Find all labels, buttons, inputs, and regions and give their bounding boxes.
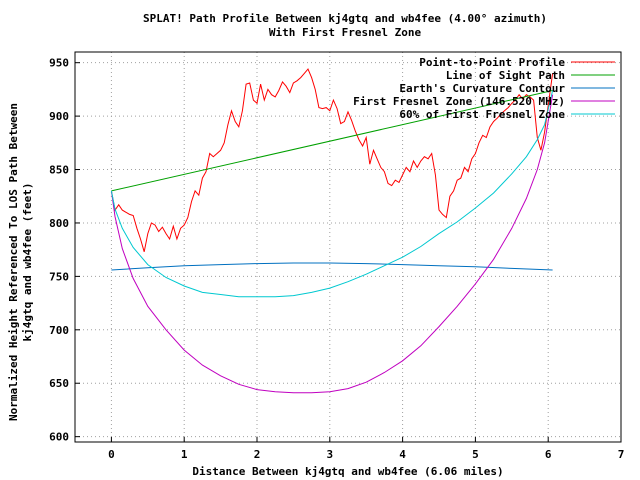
- y-tick-label: 850: [49, 164, 69, 177]
- legend-label: First Fresnel Zone (146.520 MHz): [353, 95, 565, 108]
- y-tick-label: 700: [49, 324, 69, 337]
- x-tick-label: 4: [399, 448, 406, 461]
- y-tick-label: 950: [49, 57, 69, 70]
- y-tick-label: 600: [49, 431, 69, 444]
- legend-label: Line of Sight Path: [446, 69, 565, 82]
- legend-label: Earth's Curvature Contour: [399, 82, 565, 95]
- x-tick-label: 1: [181, 448, 188, 461]
- x-axis-label: Distance Between kj4gtq and wb4fee (6.06…: [192, 465, 503, 478]
- y-tick-label: 650: [49, 377, 69, 390]
- chart-subtitle: With First Fresnel Zone: [269, 26, 422, 39]
- legend-label: Point-to-Point Profile: [419, 56, 565, 69]
- y-tick-label: 800: [49, 217, 69, 230]
- series-line-60-of-first-fresnel-zone: [110, 90, 554, 298]
- series-line-line-of-sight-path: [111, 90, 553, 192]
- legend-label: 60% of First Fresnel Zone: [399, 108, 565, 121]
- series-line-earth-s-curvature-contour: [111, 262, 553, 271]
- x-tick-label: 6: [545, 448, 552, 461]
- x-axis-ticks: 0 1 2 3 4 5 6 7: [108, 437, 624, 461]
- y-axis-label-line2: kj4gtq and wb4fee (feet): [21, 183, 34, 342]
- series-line-point-to-point-profile: [110, 68, 554, 252]
- y-axis-ticks: 600 650 700 750 800 850 900 950: [49, 57, 80, 444]
- x-tick-label: 2: [254, 448, 261, 461]
- x-tick-label: 0: [108, 448, 115, 461]
- series-line-first-fresnel-zone-146-520-mhz: [110, 94, 554, 394]
- x-tick-label: 7: [618, 448, 625, 461]
- plot-frame: [74, 51, 622, 443]
- x-tick-label: 5: [472, 448, 479, 461]
- x-tick-label: 3: [326, 448, 333, 461]
- chart-title: SPLAT! Path Profile Between kj4gtq and w…: [143, 12, 547, 25]
- y-tick-label: 750: [49, 270, 69, 283]
- y-axis-label: Normalized Height Referenced To LOS Path…: [7, 103, 20, 421]
- y-tick-label: 900: [49, 110, 69, 123]
- series-lines: [110, 68, 554, 394]
